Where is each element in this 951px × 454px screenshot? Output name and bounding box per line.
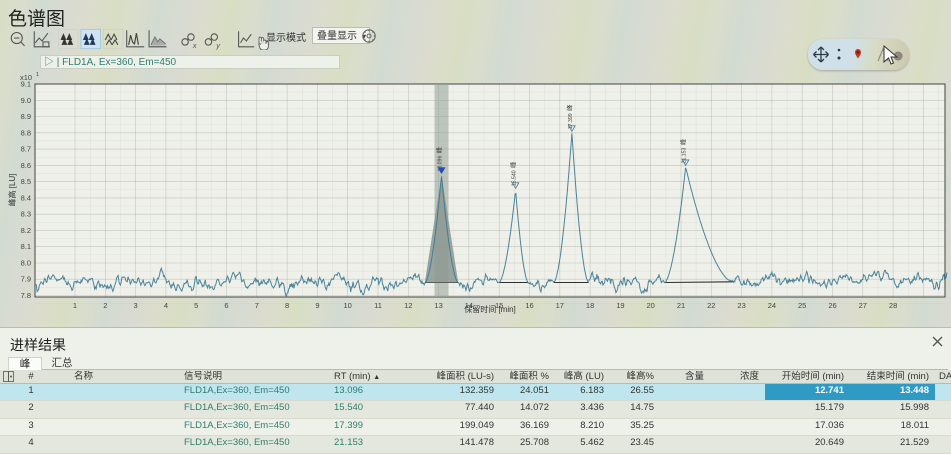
svg-text:15.540: 15.540 [512, 170, 518, 186]
svg-text:21.153: 21.153 [682, 147, 688, 163]
svg-text:8.4: 8.4 [21, 193, 31, 202]
svg-text:5: 5 [194, 301, 198, 310]
svg-text:28: 28 [889, 301, 897, 310]
svg-text:9: 9 [315, 301, 319, 310]
svg-text:26: 26 [828, 301, 836, 310]
svg-text:2: 2 [103, 301, 107, 310]
svg-text:4: 4 [164, 301, 168, 310]
svg-text:19: 19 [616, 301, 624, 310]
svg-text:8.6: 8.6 [21, 161, 31, 170]
svg-text:峰: 峰 [679, 139, 688, 145]
svg-text:峰: 峰 [565, 105, 574, 111]
svg-text:21: 21 [677, 301, 685, 310]
svg-text:6: 6 [224, 301, 228, 310]
svg-text:27: 27 [859, 301, 867, 310]
svg-text:7.9: 7.9 [21, 275, 31, 284]
svg-text:3: 3 [134, 301, 138, 310]
svg-text:1: 1 [73, 301, 77, 310]
svg-text:8.3: 8.3 [21, 210, 31, 219]
svg-text:8.1: 8.1 [21, 242, 31, 251]
svg-text:10: 10 [344, 301, 352, 310]
svg-text:8.9: 8.9 [21, 112, 31, 121]
svg-text:8.2: 8.2 [21, 226, 31, 235]
svg-text:25: 25 [798, 301, 806, 310]
svg-text:13: 13 [434, 301, 442, 310]
svg-text:8: 8 [285, 301, 289, 310]
svg-text:8.0: 8.0 [21, 259, 31, 268]
svg-text:24: 24 [768, 301, 776, 310]
svg-text:峰: 峰 [509, 162, 518, 168]
svg-text:22: 22 [707, 301, 715, 310]
svg-text:8.7: 8.7 [21, 145, 31, 154]
svg-text:8.8: 8.8 [21, 128, 31, 137]
svg-text:7: 7 [255, 301, 259, 310]
svg-text:17.399: 17.399 [568, 113, 574, 129]
svg-text:7.8: 7.8 [21, 291, 31, 300]
svg-text:11: 11 [374, 301, 382, 310]
svg-text:12: 12 [404, 301, 412, 310]
svg-text:20: 20 [647, 301, 655, 310]
svg-text:峰: 峰 [435, 147, 444, 153]
svg-text:1: 1 [36, 72, 39, 78]
svg-text:保留时间 [min]: 保留时间 [min] [464, 304, 516, 314]
svg-text:18: 18 [586, 301, 594, 310]
svg-text:x10: x10 [20, 73, 32, 82]
svg-text:峰高 [LU]: 峰高 [LU] [7, 174, 17, 207]
svg-text:23: 23 [737, 301, 745, 310]
svg-text:9.0: 9.0 [21, 96, 31, 105]
svg-text:17: 17 [556, 301, 564, 310]
svg-text:13.096: 13.096 [438, 156, 444, 172]
svg-text:16: 16 [525, 301, 533, 310]
svg-text:8.5: 8.5 [21, 177, 31, 186]
